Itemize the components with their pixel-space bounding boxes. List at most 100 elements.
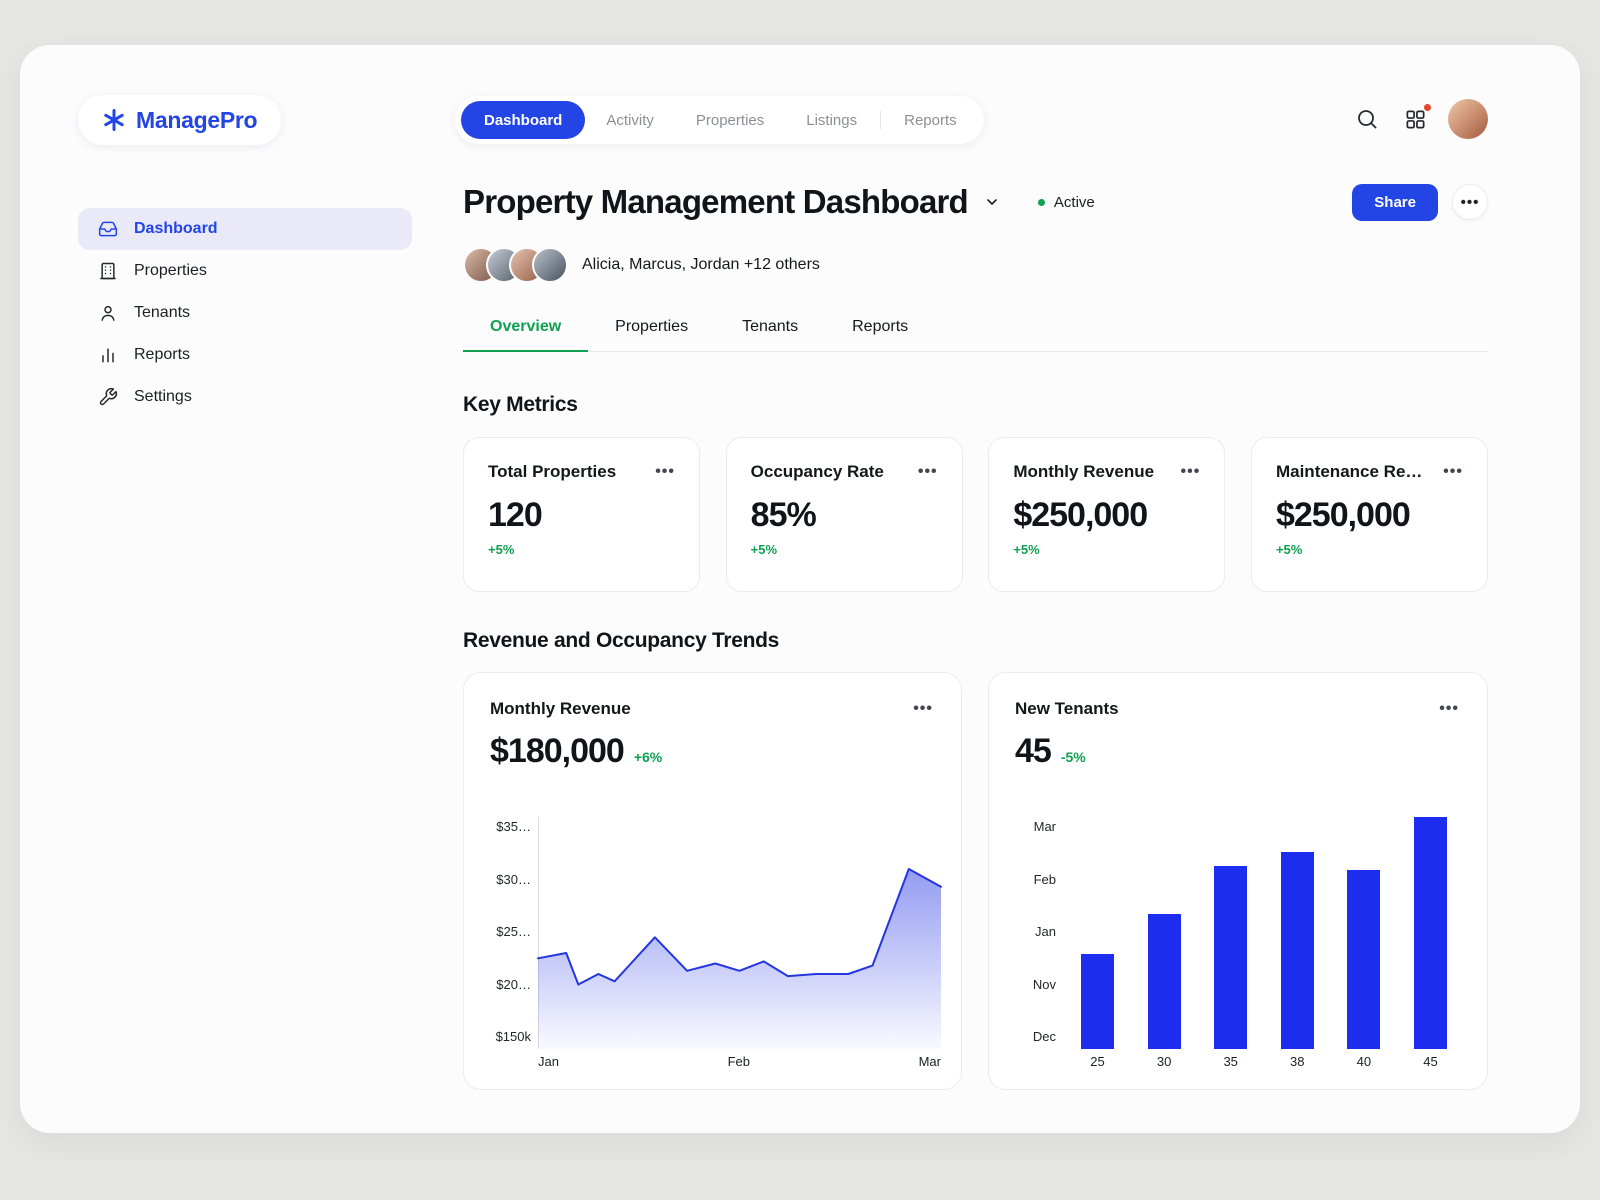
- metric-delta: +5%: [1013, 542, 1040, 557]
- x-axis-label: 35: [1223, 1054, 1238, 1069]
- chevron-down-icon: [987, 199, 997, 205]
- building-icon: [98, 261, 118, 281]
- brand-name: ManagePro: [136, 106, 258, 133]
- key-metrics-heading: Key Metrics: [463, 393, 578, 416]
- asterisk-icon: [102, 108, 126, 132]
- metric-value: 120: [488, 496, 543, 534]
- bar: [1280, 852, 1314, 1049]
- apps-grid-icon: [1404, 108, 1427, 131]
- sidebar-item-label: Properties: [134, 262, 207, 279]
- top-nav-item-reports[interactable]: Reports: [883, 101, 978, 139]
- new-tenants-chart-card: New Tenants ••• 45 -5% Mar Feb Jan Nov D…: [988, 672, 1488, 1090]
- wrench-icon: [98, 387, 118, 407]
- sidebar-item-properties[interactable]: Properties: [78, 250, 412, 292]
- tab-properties[interactable]: Properties: [588, 313, 715, 352]
- tab-overview[interactable]: Overview: [463, 313, 589, 352]
- share-button[interactable]: Share: [1352, 183, 1438, 221]
- chart-title: New Tenants: [1015, 699, 1119, 718]
- metric-value: $250,000: [1013, 496, 1148, 534]
- notification-dot: [1423, 103, 1432, 112]
- metric-delta: +5%: [1275, 542, 1303, 557]
- x-axis-label: 45: [1423, 1054, 1438, 1069]
- revenue-line-chart: [537, 868, 942, 1049]
- card-more-button[interactable]: •••: [917, 463, 938, 480]
- sidebar-item-settings[interactable]: Settings: [78, 376, 412, 418]
- tenants-bar-chart: [1081, 817, 1447, 1049]
- metric-value: 85%: [750, 496, 817, 534]
- y-axis-label: $150k: [495, 1029, 531, 1044]
- metric-cards-row: Total Properties ••• 120 +5% Occupancy R…: [463, 437, 1488, 592]
- bar: [1413, 817, 1447, 1049]
- main-content: Property Management Dashboard Active Sha…: [463, 45, 1488, 1133]
- y-axis-label: Dec: [1032, 1029, 1056, 1044]
- avatar[interactable]: [532, 247, 568, 283]
- sidebar-item-reports[interactable]: Reports: [78, 334, 412, 376]
- user-avatar[interactable]: [1448, 99, 1488, 139]
- metric-label: Maintenance Re…: [1275, 462, 1423, 481]
- sidebar-item-label: Dashboard: [134, 220, 218, 237]
- bar: [1214, 866, 1248, 1049]
- page-more-button[interactable]: •••: [1452, 184, 1488, 220]
- card-more-button[interactable]: •••: [655, 463, 675, 480]
- status-dot-icon: [1037, 198, 1045, 206]
- top-nav-item-dashboard[interactable]: Dashboard: [461, 101, 586, 139]
- brand-logo[interactable]: ManagePro: [78, 95, 282, 145]
- metric-label: Monthly Revenue: [1013, 462, 1155, 481]
- metric-value: $250,000: [1275, 496, 1411, 534]
- y-axis-label: $20…: [496, 976, 531, 992]
- top-nav-item-listings[interactable]: Listings: [785, 101, 878, 139]
- metric-delta: +5%: [488, 542, 515, 557]
- nav-divider: [880, 111, 882, 129]
- tab-reports[interactable]: Reports: [825, 313, 935, 352]
- top-nav: Dashboard Activity Properties Listings R…: [455, 96, 984, 144]
- collaborator-avatars[interactable]: [463, 247, 568, 283]
- trends-heading: Revenue and Occupancy Trends: [463, 629, 780, 652]
- page-tabs: Overview Properties Tenants Reports: [463, 313, 1488, 352]
- y-axis-label: Feb: [1033, 871, 1056, 887]
- metric-label: Total Properties: [488, 462, 617, 481]
- sidebar: Dashboard Properties Tenants: [78, 208, 412, 418]
- chart-more-button[interactable]: •••: [913, 700, 933, 717]
- bar: [1081, 954, 1114, 1049]
- status-label: Active: [1053, 193, 1095, 211]
- top-nav-item-properties[interactable]: Properties: [675, 101, 785, 139]
- card-more-button[interactable]: •••: [1443, 463, 1463, 480]
- sidebar-item-label: Tenants: [134, 304, 191, 321]
- metric-label: Occupancy Rate: [750, 462, 884, 481]
- sidebar-item-tenants[interactable]: Tenants: [78, 292, 412, 334]
- app-window: ManagePro Dashboard Activity Properties …: [20, 45, 1580, 1133]
- x-axis-label: 38: [1290, 1054, 1305, 1069]
- tab-tenants[interactable]: Tenants: [715, 313, 825, 352]
- chart-delta: -5%: [1060, 749, 1086, 765]
- metric-card-total-properties: Total Properties ••• 120 +5%: [463, 437, 700, 592]
- sidebar-item-label: Settings: [134, 388, 192, 405]
- y-axis-label: Mar: [1033, 819, 1056, 834]
- search-button[interactable]: [1352, 104, 1382, 134]
- sidebar-item-dashboard[interactable]: Dashboard: [78, 208, 412, 250]
- top-nav-item-activity[interactable]: Activity: [585, 101, 675, 139]
- chart-value: $180,000: [490, 732, 625, 770]
- header-actions: [1352, 95, 1488, 143]
- status-badge: Active: [1037, 193, 1095, 211]
- y-axis-label: Jan: [1035, 924, 1056, 939]
- apps-grid-button[interactable]: [1400, 103, 1432, 134]
- bar-chart-x-axis: 25 30 35 38 40 45: [1081, 1054, 1447, 1069]
- line-chart-y-axis: $35… $30… $25… $20… $150k: [464, 819, 531, 1045]
- x-axis-label: 25: [1090, 1054, 1105, 1069]
- line-chart-x-axis: Jan Feb Mar: [538, 1054, 941, 1069]
- y-axis-line: [538, 817, 539, 1049]
- bar-chart-y-axis: Mar Feb Jan Nov Dec: [989, 819, 1056, 1045]
- collaborators-row: Alicia, Marcus, Jordan +12 others: [463, 247, 820, 283]
- chart-more-button[interactable]: •••: [1439, 700, 1459, 717]
- y-axis-label: $35…: [496, 819, 531, 834]
- y-axis-label: $30…: [496, 871, 531, 887]
- x-axis-label: Jan: [538, 1054, 559, 1069]
- title-dropdown-button[interactable]: [984, 194, 1000, 210]
- x-axis-label: 40: [1356, 1054, 1372, 1069]
- bar: [1347, 870, 1381, 1049]
- x-axis-label: Mar: [918, 1054, 941, 1069]
- chart-value: 45: [1015, 732, 1052, 770]
- card-more-button[interactable]: •••: [1180, 463, 1201, 480]
- metric-card-maintenance-requests: Maintenance Re… ••• $250,000 +5%: [1250, 437, 1488, 592]
